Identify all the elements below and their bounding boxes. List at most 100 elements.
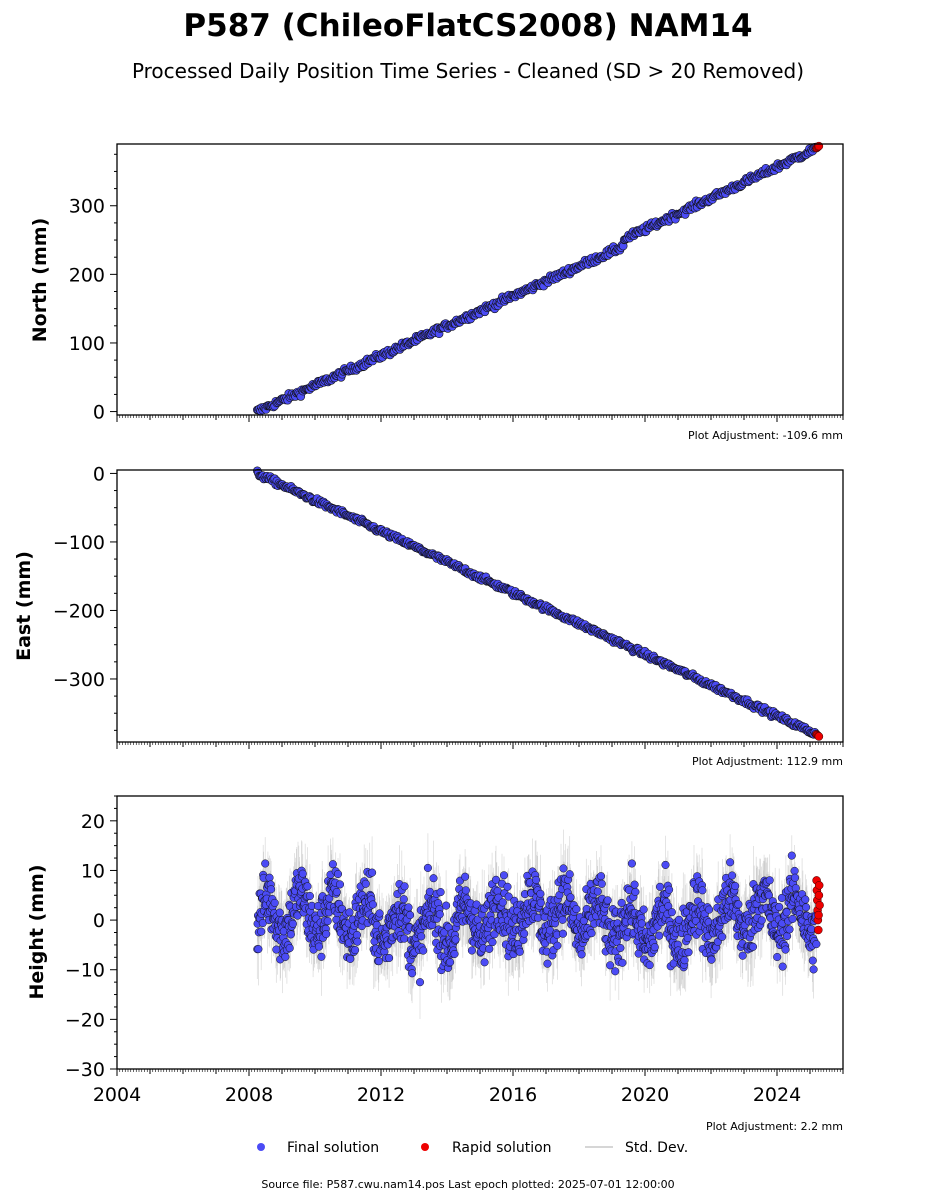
final-point [298,869,307,878]
final-point [275,908,284,917]
final-point [787,851,796,860]
final-point [536,898,545,907]
final-point [406,911,415,920]
y-tick-label: 10 [81,860,105,882]
final-point [637,919,646,928]
final-point [627,859,636,868]
final-point [809,965,818,974]
final-point [351,946,360,955]
x-tick-label: 2004 [93,1084,141,1106]
final-point [257,927,266,936]
y-tick-label: 0 [93,402,105,424]
y-tick-label: −300 [53,669,105,691]
final-point [265,873,274,882]
final-point [531,875,541,884]
final-point [270,898,279,907]
final-point [558,915,567,924]
y-tick-label: 0 [93,463,105,485]
y-tick-label: −30 [65,1059,105,1081]
final-point [399,895,408,904]
final-point [368,868,377,877]
legend-rapid-label: Rapid solution [452,1140,552,1156]
final-point [499,871,509,880]
final-point [446,958,455,967]
final-point [593,887,602,896]
final-point [286,930,295,939]
final-point [322,929,331,939]
final-point [480,958,489,967]
final-point [467,946,476,955]
x-tick-label: 2012 [357,1084,405,1106]
source-footer: Source file: P587.cwu.nam14.pos Last epo… [261,1178,674,1191]
y-tick-label: 20 [81,811,105,833]
y-tick-label: 100 [69,333,105,355]
final-point [572,905,581,914]
final-point [773,952,782,962]
final-point [429,874,438,883]
legend-rapid-marker [421,1143,429,1151]
final-point [543,959,552,968]
rapid-point [814,925,823,935]
final-point [490,930,499,939]
final-point [734,900,743,909]
rapid-point [814,141,824,151]
legend-final-marker [257,1143,265,1151]
final-point [603,896,612,905]
final-point [536,889,545,898]
final-point [618,958,627,967]
final-point [778,962,787,971]
y-tick-label: −20 [65,1009,105,1031]
final-point [639,905,648,914]
legend-std-label: Std. Dev. [625,1140,688,1156]
final-point [705,905,714,914]
final-point [728,871,737,880]
final-point [400,882,409,891]
final-point [472,900,481,909]
final-point [606,961,615,970]
final-point [788,914,797,923]
rapid-point [814,891,824,900]
figure-title: P587 (ChileoFlatCS2008) NAM14 [183,8,752,44]
final-point [566,893,575,902]
final-point [645,961,654,970]
final-point [611,967,620,976]
final-point [317,952,326,961]
height-ylabel: Height (mm) [26,864,48,999]
final-point [488,938,497,947]
final-point [680,956,689,965]
final-point [807,925,816,934]
final-point [404,903,413,912]
final-point [718,932,727,941]
final-point [285,944,294,953]
final-point [667,908,676,917]
east-axes-frame [116,469,844,743]
final-point [801,895,810,904]
east-adjustment-note: Plot Adjustment: 112.9 mm [692,755,843,768]
final-point [731,881,740,891]
final-point [802,903,811,912]
final-point [790,873,800,882]
final-point [587,929,596,938]
final-point [254,945,263,954]
final-point [674,915,684,924]
final-point [498,898,507,907]
final-point [764,891,773,900]
final-point [504,892,513,901]
final-point [765,876,774,885]
final-point [565,870,574,879]
x-tick-label: 2008 [225,1084,273,1106]
final-point [558,929,568,938]
x-tick-label: 2024 [753,1084,801,1106]
final-point [553,941,562,950]
height-panel: 2004 2008 2012 2016 2020 2024 −30 −20 −10 0 10 20 H… [26,795,844,1133]
final-point [617,898,626,907]
rapid-point [814,910,823,920]
x-tick-label: 2020 [621,1084,669,1106]
final-point [597,879,606,888]
y-tick-label: −10 [65,960,105,982]
y-tick-label: −100 [53,532,105,554]
final-point [461,872,470,881]
final-point [332,887,341,897]
final-point [423,863,432,872]
